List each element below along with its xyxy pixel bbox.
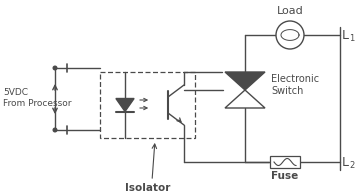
Circle shape [53,128,57,132]
Bar [270,156,300,168]
Text: 2: 2 [349,161,354,170]
Circle shape [53,66,57,70]
Polygon shape [225,90,265,108]
Text: 5VDC
From Processor: 5VDC From Processor [3,88,71,108]
Text: L: L [342,155,349,169]
Bar [100,72,195,138]
Polygon shape [225,72,265,90]
Text: 1: 1 [349,34,354,43]
Polygon shape [116,99,134,112]
Text: Isolator: Isolator [125,183,171,193]
Text: Electronic
Switch: Electronic Switch [271,74,319,96]
Text: Fuse: Fuse [271,171,299,181]
Circle shape [276,21,304,49]
Text: Load: Load [277,6,304,16]
Text: L: L [342,28,349,42]
